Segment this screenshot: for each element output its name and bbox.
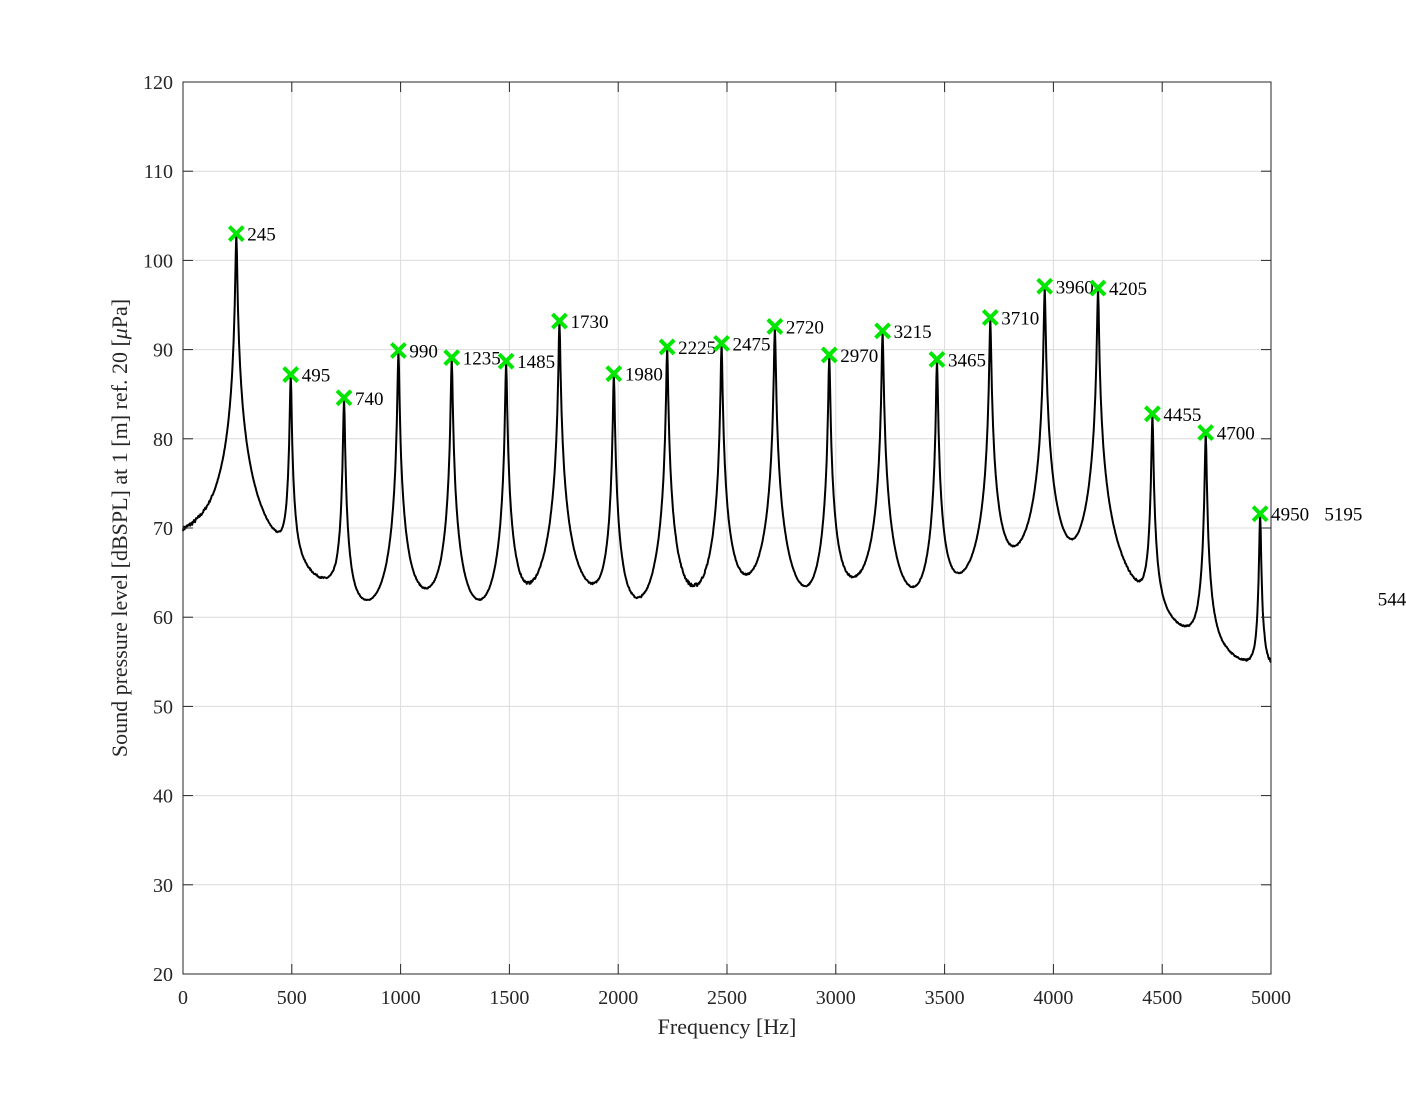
peak-marker <box>1197 424 1215 441</box>
y-tick-label: 70 <box>153 518 173 540</box>
peak-label: 3465 <box>948 350 986 371</box>
peak-marker <box>874 322 891 340</box>
peak-label: 495 <box>302 366 331 387</box>
peak-label: 3710 <box>1001 308 1039 329</box>
y-tick-label: 120 <box>143 72 173 94</box>
peak-marker-stroke <box>282 366 300 383</box>
spectrum-line <box>182 232 1272 663</box>
peak-marker <box>766 317 784 335</box>
peak-label: 740 <box>355 389 384 410</box>
x-axis-title: Frequency [Hz] <box>658 1014 797 1039</box>
peak-label: 245 <box>247 225 276 246</box>
y-tick-label: 20 <box>153 964 173 986</box>
peak-label-outside: 5440 <box>1378 589 1406 610</box>
x-tick-label: 3500 <box>925 987 965 1009</box>
y-tick-label: 60 <box>153 607 173 629</box>
peak-marker-stroke <box>658 338 676 356</box>
peak-marker-stroke <box>820 346 838 364</box>
x-tick-label: 1500 <box>489 987 529 1009</box>
y-axis-title-prefix: Sound pressure level [dBSPL] at 1 [m] re… <box>107 339 132 757</box>
x-tick-label: 0 <box>178 987 188 1009</box>
peak-marker-stroke <box>713 334 730 352</box>
peak-label: 1730 <box>570 312 608 333</box>
peak-markers: 245 495 740 990 1235 1485 1730 1980 2225 2475 2720… <box>227 225 1406 610</box>
peak-marker-stroke <box>390 342 407 359</box>
peak-label: 2475 <box>733 334 771 355</box>
peak-label: 4205 <box>1109 279 1147 300</box>
peak-marker-stroke <box>766 317 784 335</box>
peak-marker-stroke <box>1089 279 1107 297</box>
peak-marker <box>981 309 999 326</box>
peak-marker-stroke <box>605 365 623 383</box>
peak-label: 2225 <box>678 338 716 359</box>
y-axis-title-mu: μ <box>107 328 132 340</box>
peak-marker <box>658 338 676 356</box>
x-tick-label: 2500 <box>707 987 747 1009</box>
peak-marker <box>443 349 461 367</box>
y-tick-label: 30 <box>153 875 173 897</box>
peak-label: 4950 <box>1271 505 1309 526</box>
peak-marker-stroke <box>335 389 353 407</box>
x-tick-label: 5000 <box>1251 987 1291 1009</box>
x-tick-label: 3000 <box>816 987 856 1009</box>
y-tick-label: 100 <box>143 250 173 272</box>
peak-marker <box>497 352 515 370</box>
peak-marker-stroke <box>981 309 999 326</box>
x-tick-label: 500 <box>277 987 307 1009</box>
peak-marker <box>390 342 407 359</box>
peak-label: 1980 <box>625 365 663 386</box>
peak-marker <box>713 334 730 352</box>
plot-area <box>182 232 1272 663</box>
x-tick-label: 4500 <box>1142 987 1182 1009</box>
peak-label: 2970 <box>840 346 878 367</box>
peak-label: 1485 <box>517 352 555 373</box>
peak-marker <box>1036 277 1054 295</box>
peak-marker <box>1251 505 1269 523</box>
y-axis-title-suffix: Pa] <box>107 299 132 328</box>
peak-label: 1235 <box>463 349 501 370</box>
peak-marker-stroke <box>1036 277 1054 295</box>
peak-marker <box>551 312 568 330</box>
peak-label: 4700 <box>1217 424 1255 445</box>
x-tick-label: 4000 <box>1033 987 1073 1009</box>
peak-marker <box>335 389 353 407</box>
peak-marker-stroke <box>1143 405 1161 423</box>
peak-label: 3960 <box>1056 277 1094 298</box>
peak-marker <box>820 346 838 364</box>
peak-marker <box>1143 405 1161 423</box>
peak-marker <box>928 350 946 368</box>
y-tick-label: 110 <box>144 161 173 183</box>
peak-marker-stroke <box>874 322 891 340</box>
peak-label: 3215 <box>894 322 932 343</box>
y-axis-title: Sound pressure level [dBSPL] at 1 [m] re… <box>107 299 132 757</box>
peak-marker-stroke <box>1197 424 1215 441</box>
y-tick-label: 40 <box>153 786 173 808</box>
peak-marker-stroke <box>443 349 461 367</box>
y-tick-label: 80 <box>153 429 173 451</box>
peak-marker-stroke <box>227 225 245 243</box>
peak-marker <box>282 366 300 383</box>
peak-marker <box>1089 279 1107 297</box>
peak-marker <box>605 365 623 383</box>
peak-label: 4455 <box>1163 405 1201 426</box>
peak-label-outside: 5195 <box>1324 505 1362 526</box>
peak-marker-stroke <box>928 350 946 368</box>
axis-ticks: 0 500 1000 1500 2000 2500 3000 3500 4000 4500 5000… <box>143 72 1291 1009</box>
peak-marker-stroke <box>551 312 568 330</box>
y-tick-label: 50 <box>153 696 173 718</box>
x-tick-label: 2000 <box>598 987 638 1009</box>
x-tick-label: 1000 <box>381 987 421 1009</box>
y-tick-label: 90 <box>153 340 173 362</box>
peak-marker-stroke <box>1251 505 1269 523</box>
peak-label: 2720 <box>786 317 824 338</box>
peak-label: 990 <box>409 341 438 362</box>
grid <box>182 81 1272 975</box>
peak-marker <box>227 225 245 243</box>
peak-marker-stroke <box>497 352 515 370</box>
